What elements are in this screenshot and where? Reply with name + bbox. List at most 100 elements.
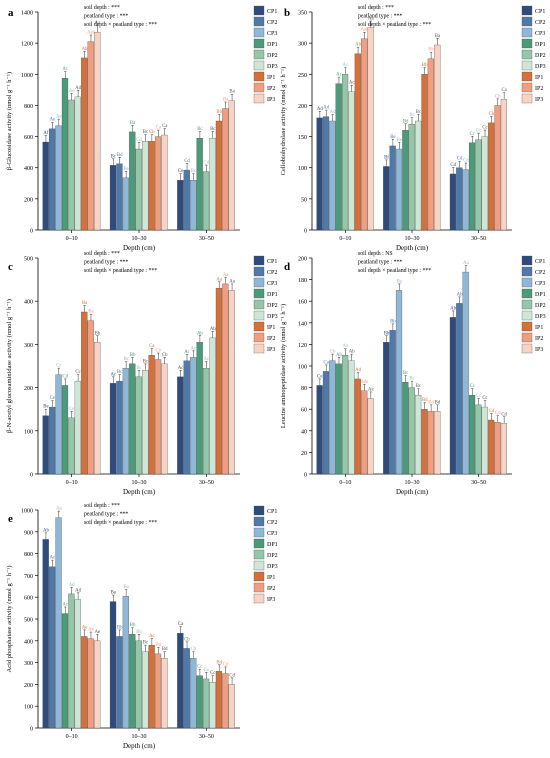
y-axis-label: Leucine aminopeptidase activity (nmol g⁻…	[280, 304, 287, 428]
legend-swatch-CP2	[521, 266, 533, 277]
legend-label: CP3	[267, 531, 277, 537]
legend-label: DP3	[535, 64, 546, 70]
bar-DP1	[61, 613, 69, 729]
x-tick-label: 10–30	[132, 734, 147, 740]
significance-label: Cc	[470, 384, 475, 389]
legend-label: DP2	[535, 303, 546, 309]
legend-swatch-DP1	[521, 38, 533, 49]
legend-swatch-CP1	[253, 505, 265, 516]
legend-swatch-CP1	[521, 5, 533, 16]
legend-label: DP1	[267, 42, 278, 48]
bar-CP2	[183, 169, 190, 231]
y-tick-label: 1000	[21, 73, 33, 79]
chart-panel-d: d 0 20 40 60 80 100 120 140 160 180 200 Leucine amin…	[280, 251, 546, 496]
y-tick-label: 1200	[21, 42, 33, 48]
significance-label: Ab	[450, 306, 456, 311]
y-tick-label: 200	[24, 683, 33, 689]
stats-line: soil depth : ***	[84, 251, 120, 257]
significance-label: Bd	[216, 660, 222, 665]
bar-IP2	[87, 41, 94, 231]
legend-label: DP3	[535, 314, 546, 320]
significance-label: Ae	[95, 630, 101, 635]
y-tick-label: 1400	[21, 11, 33, 17]
bar-CP3	[55, 517, 62, 729]
bar-CP2	[116, 636, 123, 729]
bar-IP3	[161, 658, 168, 729]
legend-label: IP1	[535, 325, 543, 331]
stats-line: soil depth : ***	[84, 503, 120, 509]
y-axis-label: Acid phosphatase activity (nmol g⁻¹ h⁻¹)	[6, 566, 13, 673]
bar-DP2	[202, 678, 210, 729]
bar-DP2	[475, 139, 482, 231]
bar-IP3	[500, 99, 507, 231]
y-tick-label: 0	[304, 473, 307, 479]
legend-swatch-DP3	[253, 310, 265, 321]
legend-label: DP1	[535, 292, 546, 298]
significance-label: Cd	[184, 159, 190, 164]
bar-IP1	[148, 141, 155, 231]
bar-CP3	[122, 177, 129, 231]
y-tick-label: 300	[24, 661, 33, 667]
x-tick-label: 30–50	[199, 480, 214, 486]
significance-label: Bc	[197, 127, 202, 132]
legend-label: CP1	[535, 259, 545, 265]
bar-CP1	[177, 633, 184, 729]
significance-label: Cc	[476, 394, 481, 399]
significance-label: Bc	[210, 127, 215, 132]
significance-label: Ae	[56, 115, 62, 120]
legend-label: DP2	[267, 303, 278, 309]
x-axis-label: Depth (cm)	[396, 488, 429, 496]
significance-label: Bb	[390, 319, 396, 324]
legend-swatch-CP3	[521, 277, 533, 288]
bar-DP3	[415, 120, 422, 231]
legend-swatch-CP3	[253, 27, 265, 38]
significance-label: Cb	[489, 112, 495, 117]
significance-label: Cd	[457, 157, 463, 162]
significance-label: Cd	[223, 662, 229, 667]
bar-DP2	[202, 368, 210, 475]
y-axis-label: β-Glucosidase activity (nmol g⁻¹ h⁻¹)	[6, 72, 13, 170]
bar-DP2	[341, 355, 349, 475]
significance-label: Ae	[82, 625, 88, 630]
significance-label: Be	[43, 405, 48, 410]
bar-DP2	[408, 123, 415, 231]
significance-label: Ab	[349, 350, 355, 355]
legend-swatch-IP3	[521, 343, 533, 354]
legend-label: IP3	[535, 347, 543, 353]
y-tick-label: 40	[301, 429, 307, 435]
significance-label: Cb	[330, 350, 336, 355]
bar-DP2	[68, 99, 75, 231]
bar-DP3	[481, 406, 488, 475]
bar-CP2	[116, 380, 123, 475]
significance-label: Aa	[463, 261, 469, 266]
legend-label: CP2	[535, 20, 545, 26]
bar-DP3	[74, 599, 81, 729]
significance-label: Ac	[184, 350, 190, 355]
legend-label: CP1	[267, 259, 277, 265]
bar-DP1	[61, 78, 69, 231]
legend-label: IP2	[267, 86, 275, 92]
significance-label: Ab	[457, 292, 463, 297]
stats-line: peatland type : ***	[358, 260, 402, 266]
panel-label: b	[284, 7, 290, 19]
legend-label: DP1	[535, 42, 546, 48]
bar-CP3	[190, 180, 197, 231]
bar-IP1	[354, 378, 361, 475]
significance-label: Ac	[336, 73, 342, 78]
bar-CP3	[122, 368, 129, 475]
x-tick-label: 10–30	[132, 236, 147, 242]
chart-panel-e: e 0 100 200 300 400 500 600 700 800 900 1000 Acid ph…	[6, 503, 278, 750]
significance-label: Ae	[50, 118, 56, 123]
significance-label: Bc	[143, 359, 148, 364]
y-tick-label: 300	[24, 343, 33, 349]
legend-swatch-DP2	[253, 49, 265, 60]
legend-label: IP1	[267, 75, 275, 81]
legend-swatch-IP2	[253, 582, 265, 593]
y-tick-label: 0	[30, 229, 33, 235]
bar-IP3	[434, 411, 441, 475]
significance-label: Bb	[422, 63, 428, 68]
significance-label: Ac	[343, 63, 349, 68]
legend-label: IP3	[535, 97, 543, 103]
significance-label: Aab	[360, 28, 369, 33]
y-tick-label: 350	[298, 11, 307, 17]
